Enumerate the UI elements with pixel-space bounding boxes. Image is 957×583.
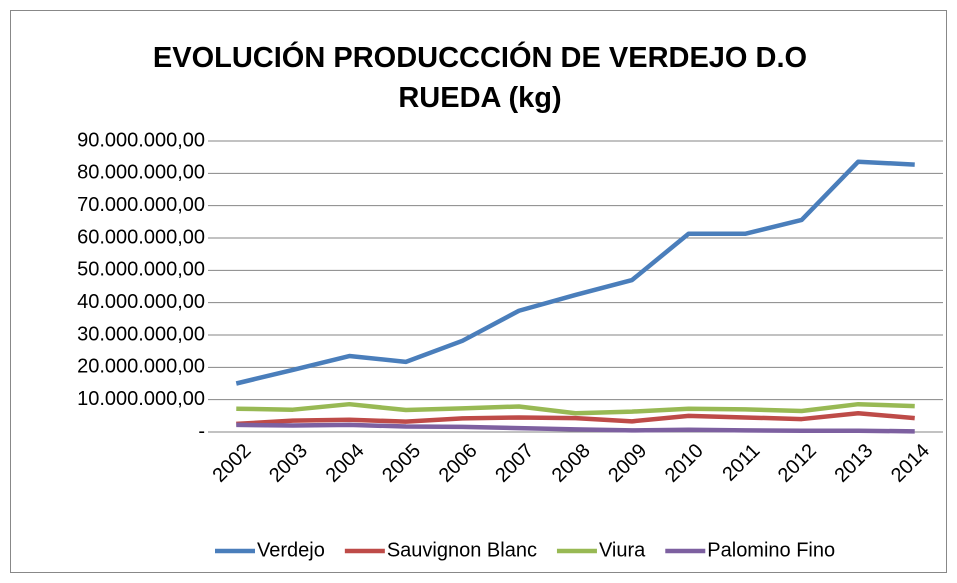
chart-title: EVOLUCIÓN PRODUCCCIÓN DE VERDEJO D.O RUE… [152,42,808,114]
series-line [236,410,915,427]
legend-label: Sauvignon Blanc [387,539,537,561]
y-tick-label: - [198,420,205,442]
y-tick-label: 90.000.000,00 [77,129,205,151]
y-tick-label: 10.000.000,00 [77,388,205,410]
y-tick-label: 20.000.000,00 [77,356,205,378]
y-tick-label: 70.000.000,00 [77,194,205,216]
y-tick-label: 50.000.000,00 [77,259,205,281]
series-line [236,422,915,434]
legend-label: Viura [599,539,646,561]
legend-label: Palomino Fino [707,539,835,561]
series-line [235,159,915,386]
legend-label: Verdejo [257,539,325,561]
y-tick-label: 80.000.000,00 [77,162,205,184]
y-tick-label: 60.000.000,00 [77,226,205,248]
y-tick-label: 40.000.000,00 [77,291,205,313]
chart-border [10,10,947,573]
series-line [236,401,915,416]
y-tick-label: 30.000.000,00 [77,323,205,345]
